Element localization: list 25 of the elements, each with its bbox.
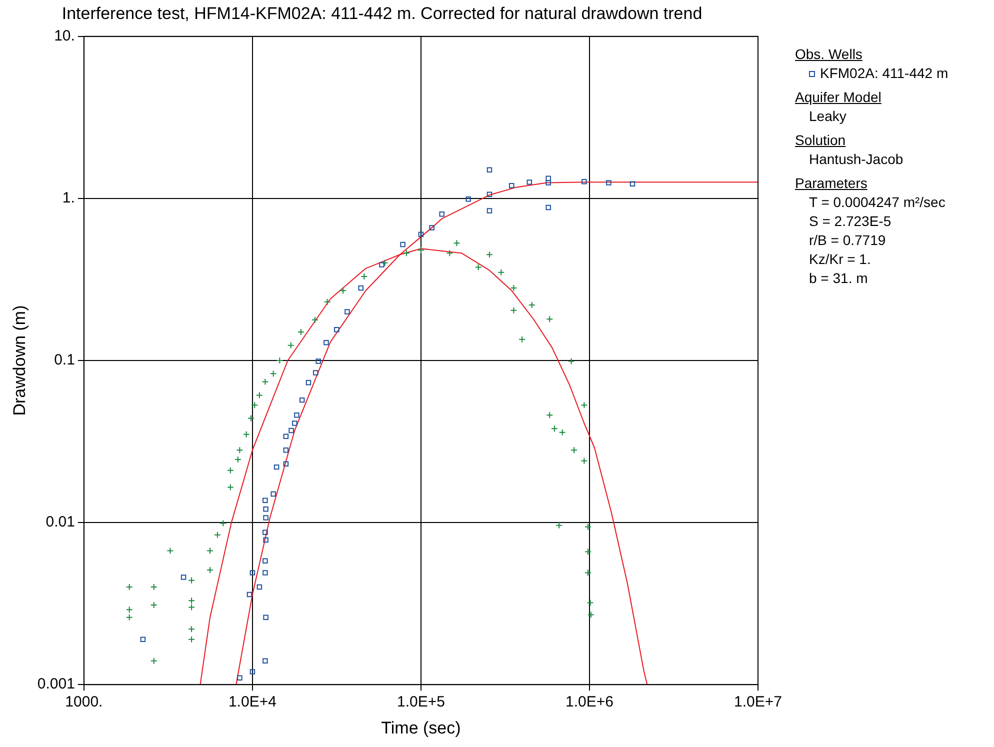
text: Aquifer Model [795,88,882,107]
text: Kz/Kr = 1. [808,250,872,269]
x-tick-label: 1.0E+5 [396,694,445,711]
y-tick-label: 0.1 [54,352,75,369]
y-tick-label: 10. [54,28,75,45]
legend-title: Obs. Wells [795,45,864,64]
y-tick-label: 0.001 [37,676,75,693]
x-tick-label: 1.0E+4 [228,694,276,711]
chart-title: Interference test, HFM14-KFM02A: 411-442 m. Corrected for natural drawdown trend [62,4,702,23]
x-tick-label: 1.0E+6 [566,694,614,711]
text: T = 0.0004247 m²/sec [808,193,946,212]
text: Parameters [795,174,868,193]
text: S = 2.723E-5 [808,212,892,231]
text: Hantush-Jacob [808,150,904,169]
x-axis-title: Time (sec) [381,718,461,738]
y-axis-title: Drawdown (m) [10,305,29,416]
x-tick-label: 1.0E+7 [734,694,782,711]
text: Solution [795,131,847,150]
text: Leaky [808,107,848,126]
x-tick-label: 1000. [65,694,103,711]
legend-label: KFM02A: 411-442 m [820,65,948,81]
y-tick-label: 1. [62,190,75,207]
text: b = 31. m [808,269,869,288]
y-tick-label: 0.01 [46,514,75,531]
text: r/B = 0.7719 [808,231,887,250]
